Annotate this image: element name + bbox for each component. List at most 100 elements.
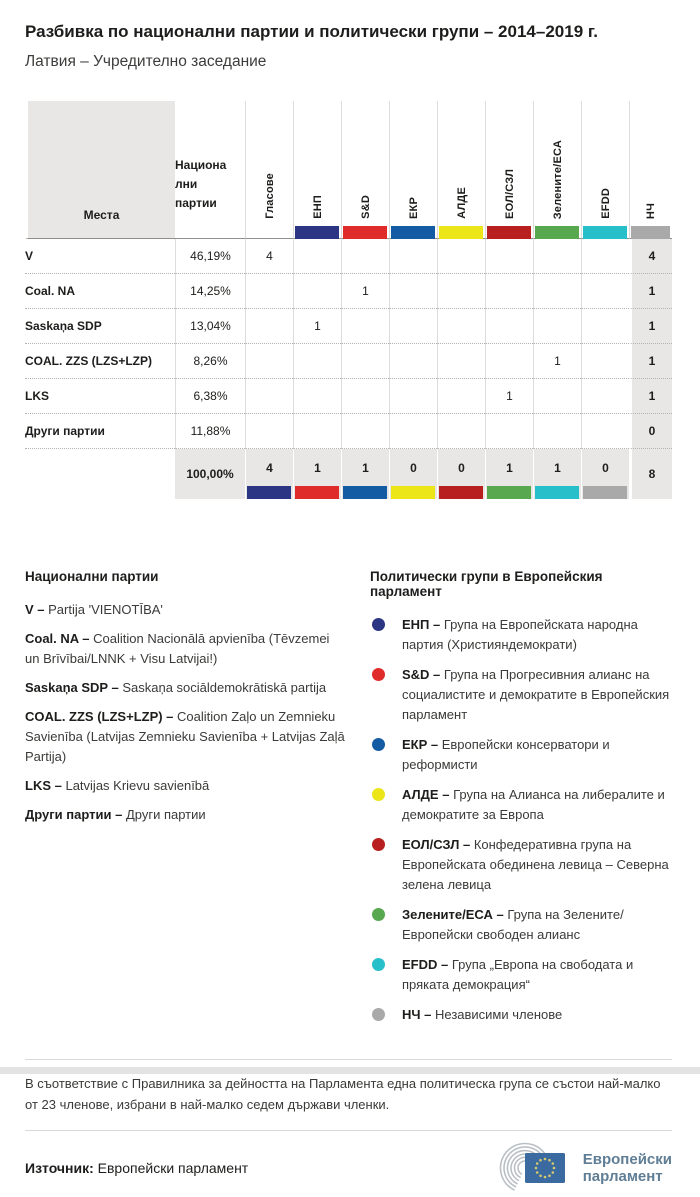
seats-total-cell: 1 (629, 274, 672, 309)
group-color-dot (372, 788, 385, 801)
group-legend-abbr: EFDD – (402, 957, 452, 972)
group-seats-cell (485, 274, 533, 309)
totals-group-cell: 0 (437, 449, 485, 499)
group-color-dot (372, 1008, 385, 1021)
totals-group-color-bar (343, 486, 387, 499)
group-color-dot (372, 958, 385, 971)
totals-spacer (25, 449, 175, 499)
party-legend-desc: Други партии (125, 807, 206, 822)
group-legend-desc: Европейски консерватори и реформисти (402, 737, 610, 772)
votes-cell: 46,19% (175, 239, 245, 274)
group-seats-cell (533, 309, 581, 344)
totals-group-cell: 1 (485, 449, 533, 499)
totals-group-value: 0 (602, 460, 609, 475)
corner-header-line: партии (175, 196, 217, 210)
color-band-spacer (245, 225, 293, 239)
group-column-header-label: ЕНП (311, 195, 324, 219)
totals-group-cell: 1 (341, 449, 389, 499)
group-legend-item: S&D – Група на Прогресивния алианс на со… (370, 665, 672, 725)
group-legend-text: S&D – Група на Прогресивния алианс на со… (402, 665, 672, 725)
votes-cell: 11,88% (175, 414, 245, 449)
party-row-label: LKS (25, 379, 175, 414)
source: Източник: Европейски парламент (25, 1160, 248, 1176)
group-legend-desc: Група на Зелените/Европейски свободен ал… (402, 907, 624, 942)
totals-group-color-bar (391, 486, 435, 499)
party-legend-desc: Coalition Zaļo un Zemnieku Savienība (La… (25, 709, 345, 764)
footnote: В съответствие с Правилника за дейността… (25, 1076, 661, 1112)
group-color-bar (391, 226, 435, 239)
group-column-header: S&D (341, 101, 389, 225)
group-seats-cell: 4 (245, 239, 293, 274)
group-column-header-label: НЧ (645, 202, 657, 219)
group-seats-cell (485, 344, 533, 379)
color-band-spacer (175, 225, 245, 239)
group-seats-cell (341, 344, 389, 379)
group-color-bar (487, 226, 531, 239)
group-column-header: Зелените/ЕСА (533, 101, 581, 225)
group-legend-desc: Група на Европейската народна партия (Хр… (402, 617, 638, 652)
group-legend-abbr: Зелените/ЕСА – (402, 907, 508, 922)
seats-column-header: Места (25, 101, 175, 239)
group-color-band (341, 225, 389, 239)
totals-group-cell: 1 (293, 449, 341, 499)
group-column-header: АЛДЕ (437, 101, 485, 225)
group-seats-cell (581, 414, 629, 449)
seats-total-cell: 1 (629, 344, 672, 379)
group-color-band (533, 225, 581, 239)
group-seats-cell (389, 274, 437, 309)
group-seats-cell (437, 344, 485, 379)
totals-group-cell: 4 (245, 449, 293, 499)
group-color-bar (631, 226, 670, 239)
totals-group-color-bar (535, 486, 579, 499)
ep-logo-text: Европейски парламент (583, 1151, 672, 1185)
votes-column-header: Гласове (245, 101, 293, 225)
group-legend-text: НЧ – Независими членове (402, 1005, 562, 1025)
votes-cell: 6,38% (175, 379, 245, 414)
page-subtitle: Латвия – Учредително заседание (25, 53, 267, 70)
group-seats-cell: 1 (341, 274, 389, 309)
group-legend-text: Зелените/ЕСА – Група на Зелените/Европей… (402, 905, 672, 945)
group-column-header-label: ЕКР (407, 197, 420, 219)
totals-group-value: 1 (362, 460, 369, 475)
group-color-bar (439, 226, 483, 239)
group-color-dot (372, 838, 385, 851)
group-seats-cell: 1 (485, 379, 533, 414)
party-legend-item: LKS – Latvijas Krievu savienībā (25, 776, 347, 796)
seats-total-cell: 4 (629, 239, 672, 274)
group-seats-cell (437, 309, 485, 344)
totals-group-value: 0 (410, 460, 417, 475)
group-color-dot (372, 738, 385, 751)
group-legend-item: АЛДЕ – Група на Алианса на либералите и … (370, 785, 672, 825)
group-seats-cell (581, 274, 629, 309)
legends: Национални партии V – Partija 'VIENOTĪBA… (25, 569, 672, 1035)
party-legend-abbr: COAL. ZZS (LZS+LZP) – (25, 709, 178, 724)
group-seats-cell (341, 309, 389, 344)
party-legend-item: COAL. ZZS (LZS+LZP) – Coalition Zaļo un … (25, 707, 347, 767)
corner-header: Национа лни партии (175, 101, 245, 225)
totals-group-color-bar (487, 486, 531, 499)
party-row-label: V (25, 239, 175, 274)
group-seats-cell (437, 414, 485, 449)
party-legend-item: Saskaņa SDP – Saskaņa sociāldemokrātiskā… (25, 678, 347, 698)
totals-group-color-bar (583, 486, 627, 499)
political-groups-legend-items: ЕНП – Група на Европейската народна парт… (370, 615, 672, 1025)
group-seats-cell (293, 344, 341, 379)
ep-logo-line2: парламент (582, 1168, 663, 1185)
group-legend-item: НЧ – Независими членове (370, 1005, 672, 1025)
group-legend-text: АЛДЕ – Група на Алианса на либералите и … (402, 785, 672, 825)
group-seats-cell (389, 239, 437, 274)
source-row: Източник: Европейски парламент Европейск… (25, 1139, 672, 1197)
totals-group-color-bar (295, 486, 339, 499)
seats-total-cell: 1 (629, 309, 672, 344)
group-seats-cell (245, 379, 293, 414)
party-row-label: COAL. ZZS (LZS+LZP) (25, 344, 175, 379)
group-column-header: EFDD (581, 101, 629, 225)
group-seats-cell (245, 274, 293, 309)
party-row-label: Saskaņa SDP (25, 309, 175, 344)
group-legend-abbr: S&D – (402, 667, 444, 682)
group-seats-cell (533, 414, 581, 449)
group-column-header: ЕКР (389, 101, 437, 225)
group-color-band (485, 225, 533, 239)
group-seats-cell (341, 239, 389, 274)
group-seats-cell (485, 239, 533, 274)
